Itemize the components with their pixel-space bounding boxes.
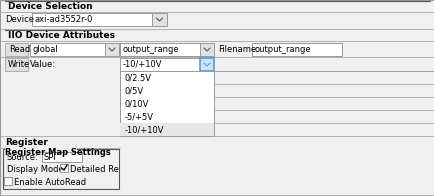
Text: output_range: output_range	[254, 44, 311, 54]
Text: 0/5V: 0/5V	[125, 86, 144, 95]
Bar	[30, 43, 105, 56]
Text: Source:: Source:	[7, 153, 39, 162]
Text: Register: Register	[5, 138, 48, 147]
Text: 0/2.5V: 0/2.5V	[125, 74, 151, 83]
Text: Read: Read	[9, 44, 30, 54]
Text: Detailed Re: Detailed Re	[70, 165, 118, 174]
Text: Display Mode:: Display Mode:	[7, 165, 66, 174]
Bar	[200, 58, 214, 71]
Text: IIO Device Attributes: IIO Device Attributes	[8, 31, 115, 40]
Bar	[120, 43, 200, 56]
Bar	[200, 43, 214, 56]
Bar	[120, 58, 200, 71]
Bar	[4, 177, 12, 185]
Bar	[251, 43, 341, 56]
Text: Enable AutoRead: Enable AutoRead	[14, 178, 86, 187]
Text: Value:: Value:	[30, 60, 56, 68]
Text: global: global	[33, 44, 59, 54]
Bar	[5, 148, 77, 156]
Text: Device: Device	[5, 15, 34, 24]
Text: -10/+10V: -10/+10V	[125, 125, 164, 134]
Bar	[5, 43, 28, 56]
Text: output_range: output_range	[123, 44, 179, 54]
Bar	[120, 123, 214, 136]
Bar	[42, 152, 82, 162]
Text: 0/10V: 0/10V	[125, 100, 149, 109]
Text: axi-ad3552r-0: axi-ad3552r-0	[35, 15, 93, 24]
Bar	[32, 13, 151, 26]
Text: Register Map Settings: Register Map Settings	[5, 148, 111, 157]
Bar	[5, 58, 28, 71]
Bar	[151, 13, 167, 26]
Bar	[3, 149, 119, 189]
Text: SPI: SPI	[44, 153, 57, 162]
Text: -10/+10V: -10/+10V	[123, 60, 162, 68]
Bar	[60, 164, 68, 172]
Bar	[105, 43, 119, 56]
Text: Write: Write	[8, 60, 30, 68]
Text: -5/+5V: -5/+5V	[125, 113, 154, 122]
Text: Device Selection: Device Selection	[8, 2, 92, 11]
Bar	[120, 71, 214, 136]
Text: Filename:: Filename:	[217, 44, 258, 54]
